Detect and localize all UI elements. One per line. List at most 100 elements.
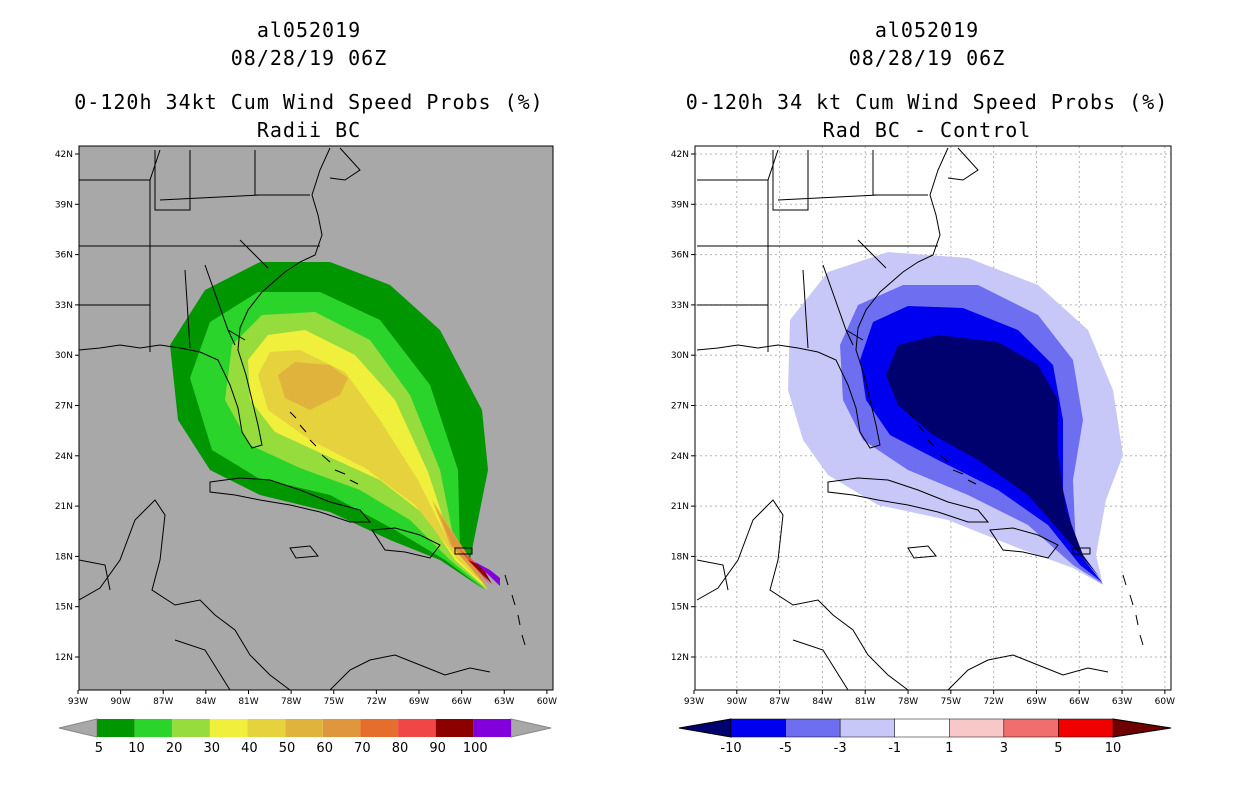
colorbar-label: 70: [354, 741, 371, 756]
colorbar-label: 50: [279, 741, 296, 756]
lat-tick-label: 33N: [671, 301, 689, 311]
coastline-segment: [947, 654, 1109, 690]
lon-tick-label: 93W: [684, 697, 704, 707]
lon-tick-label: 84W: [812, 697, 832, 707]
prob-contour-90: [468, 560, 492, 584]
lon-tick-label: 60W: [1155, 697, 1175, 707]
coastline-segment: [159, 194, 261, 201]
lat-tick-label: 21N: [671, 502, 689, 512]
lat-tick-label: 12N: [671, 653, 689, 663]
colorbar-swatch: [285, 719, 323, 737]
coastline-segment: [907, 411, 977, 485]
right-difference-contours: [788, 252, 1123, 585]
coastline-segment: [802, 269, 809, 349]
colorbar-over-arrow: [1112, 718, 1172, 738]
lon-tick-label: 72W: [366, 697, 386, 707]
lat-tick-label: 18N: [671, 552, 689, 562]
lat-tick-label: 27N: [671, 402, 689, 412]
lon-tick-label: 69W: [1026, 697, 1046, 707]
lon-tick-label: 63W: [494, 697, 514, 707]
colorbar-swatch: [785, 718, 841, 738]
lon-tick-label: 75W: [941, 697, 961, 707]
colorbar-swatch: [949, 718, 1005, 738]
lon-tick-label: 90W: [110, 697, 130, 707]
coastline-segment: [289, 545, 319, 559]
left-storm-id: al052019: [256, 18, 362, 42]
lon-tick-label: 78W: [281, 697, 301, 707]
left-colorbar: 5 10 20 30 40 50 60 70 80 90 100: [58, 718, 552, 756]
colorbar-label: 10: [128, 741, 145, 756]
colorbar-swatch: [398, 719, 436, 737]
lon-tick-label: 66W: [1069, 697, 1089, 707]
lat-tick-label: 39N: [55, 200, 73, 210]
lon-tick-label: 78W: [898, 697, 918, 707]
colorbar-swatch: [473, 719, 511, 737]
colorbar-label: 90: [429, 741, 446, 756]
colorbar-swatch: [209, 719, 248, 737]
colorbar-swatch: [322, 719, 361, 737]
colorbar-label: 80: [392, 741, 409, 756]
lat-tick-label: 15N: [55, 603, 73, 613]
right-axis-ticks: 42N 39N 36N 33N 30N 27N 24N 21N 18N 15N 12N 93W 90W 8…: [671, 150, 1175, 707]
lat-tick-label: 42N: [55, 150, 73, 160]
lon-tick-label: 75W: [324, 697, 344, 707]
left-axis-ticks: 42N 39N 36N 33N 30N 27N 24N 21N 18N 15N 12N 93W 90W 8…: [55, 150, 557, 707]
coastline-segment: [454, 547, 473, 555]
colorbar-swatch: [1058, 718, 1114, 738]
colorbar-label: -1: [888, 741, 901, 756]
coastline-segment: [989, 527, 1059, 559]
coastline-segment: [696, 559, 729, 591]
lat-tick-label: 30N: [671, 351, 689, 361]
coastline-segment: [227, 329, 246, 341]
lat-tick-label: 39N: [671, 200, 689, 210]
lon-tick-label: 72W: [983, 697, 1003, 707]
colorbar-label: 10: [1105, 741, 1122, 756]
lon-tick-label: 81W: [238, 697, 258, 707]
colorbar-over-arrow: [510, 718, 552, 738]
coastline-segment: [289, 411, 359, 485]
colorbar-label: 3: [1000, 741, 1008, 756]
coastline-segment: [1122, 574, 1144, 646]
left-variant-title: Radii BC: [256, 118, 362, 142]
coastline-segment: [827, 477, 990, 523]
coastline-segment: [696, 147, 949, 449]
coastline-segment: [504, 574, 526, 646]
colorbar-under-arrow: [58, 718, 98, 738]
lat-tick-label: 33N: [55, 301, 73, 311]
colorbar-label: 100: [463, 741, 488, 756]
colorbar-swatch: [1003, 718, 1059, 738]
colorbar-swatch: [134, 719, 173, 737]
right-storm-id: al052019: [874, 18, 980, 42]
prob-contour-50: [278, 362, 488, 588]
coastline-segment: [845, 329, 864, 341]
colorbar-label: 30: [204, 741, 221, 756]
colorbar-swatch: [360, 719, 399, 737]
coastline-segment: [79, 499, 291, 690]
colorbar-swatch: [839, 718, 895, 738]
prob-contour-40: [258, 350, 488, 588]
coastline-segment: [947, 147, 979, 181]
colorbar-label: -10: [720, 741, 741, 756]
left-map-panel: al052019 08/28/19 06Z 0-120h 34kt Cum Wi…: [55, 18, 557, 756]
colorbar-label: -5: [779, 741, 792, 756]
right-map-svg: 42N 39N 36N 33N 30N 27N 24N 21N 18N 15N 12N 93W 90W 8…: [671, 145, 1175, 756]
prob-contour-60: [440, 515, 488, 588]
coastline-segment: [239, 239, 269, 269]
coastline-segment: [154, 150, 191, 211]
colorbar-swatch: [97, 719, 135, 737]
right-map-frame: [694, 145, 1172, 691]
lon-tick-label: 63W: [1112, 697, 1132, 707]
colorbar-swatch: [247, 719, 286, 737]
coastline-segment: [792, 639, 849, 690]
left-map-svg: 42N 39N 36N 33N 30N 27N 24N 21N 18N 15N 12N 93W 90W 8…: [55, 145, 557, 756]
colorbar-label: -3: [834, 741, 847, 756]
left-coastlines: [79, 147, 526, 690]
right-colorbar: -10 -5 -3 -1 1 3 5 10: [678, 718, 1172, 756]
colorbar-label: 5: [1054, 741, 1062, 756]
coastline-segment: [209, 477, 372, 523]
colorbar-label: 1: [945, 741, 953, 756]
coastline-segment: [329, 147, 361, 181]
coastline-segment: [371, 527, 441, 559]
lon-tick-label: 87W: [153, 697, 173, 707]
prob-contour-100: [475, 562, 500, 586]
